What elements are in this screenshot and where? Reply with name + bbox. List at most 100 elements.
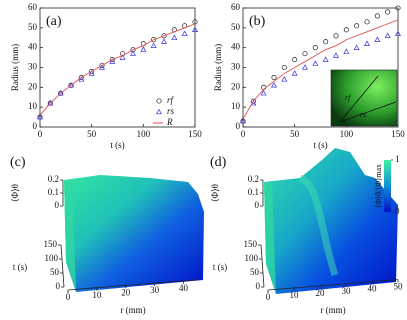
marker-circle: [89, 68, 95, 75]
legend-label: rs: [167, 106, 175, 116]
marker-circle: [323, 39, 329, 45]
marker-triangle: [271, 82, 277, 88]
x-tick-label: 100: [340, 129, 354, 139]
x-tick-label: 150: [391, 129, 405, 139]
marker-triangle: [192, 26, 198, 32]
x-tick-label: 100: [137, 129, 151, 139]
x-axis-label: t (s): [313, 140, 327, 150]
t-tick-label: 0: [56, 281, 61, 291]
marker-circle: [99, 62, 105, 69]
marker-circle: [292, 57, 298, 63]
r-tick-label: 20: [121, 287, 131, 297]
y-tick-label: 0: [33, 121, 38, 131]
y-tick-label: 50: [231, 22, 241, 32]
surface-edge: [264, 182, 276, 294]
marker-triangle: [37, 113, 43, 120]
marker-triangle: [119, 54, 126, 60]
surface: [64, 175, 204, 292]
colorbar: [384, 160, 391, 212]
surface: [264, 148, 398, 294]
marker-triangle: [364, 40, 370, 46]
marker-triangle: [140, 46, 147, 52]
marker-triangle: [384, 32, 391, 38]
y-tick-label: 40: [28, 42, 38, 52]
panel-label: (b): [249, 14, 266, 29]
t-tick-label: 0: [256, 281, 261, 291]
z-tick-label: 0.1: [248, 187, 259, 197]
inset: rf rs: [330, 69, 398, 127]
r-tick-label: 20: [316, 288, 326, 298]
y-axis-label: Radius (mm): [213, 44, 223, 91]
r-tick-label: 30: [342, 286, 352, 296]
r-tick-label: 50: [394, 282, 404, 292]
marker-circle: [354, 23, 360, 29]
legend-label: R: [166, 117, 173, 127]
surface-edge: [64, 180, 76, 292]
marker-triangle: [260, 90, 267, 96]
legend-marker: [156, 108, 162, 115]
marker-circle: [364, 19, 370, 25]
panel-label: (a): [46, 14, 62, 29]
t-tick-label: 100: [45, 253, 59, 263]
t-tick-label: 100: [245, 253, 259, 263]
marker-circle: [374, 13, 380, 19]
marker-circle: [130, 47, 136, 53]
y-tick-label: 60: [28, 2, 38, 12]
r-axis-label: r (mm): [320, 305, 345, 315]
panel-label: (d): [210, 155, 227, 170]
r-axis: [67, 279, 199, 291]
marker-triangle: [302, 64, 308, 70]
y-tick-label: 30: [28, 62, 38, 72]
x-tick-label: 50: [87, 129, 97, 139]
marker-triangle: [333, 52, 339, 58]
marker-triangle: [109, 58, 116, 64]
panel-label: (c): [10, 155, 26, 170]
z-tick-label: 0: [255, 200, 260, 210]
marker-triangle: [57, 90, 64, 96]
marker-circle: [385, 9, 391, 15]
z-axis-label: ⟨Φ⟩θ: [10, 184, 20, 202]
marker-circle: [312, 45, 318, 51]
marker-triangle: [240, 117, 246, 124]
x-tick-label: 150: [188, 129, 202, 139]
marker-circle: [151, 37, 157, 43]
marker-circle: [271, 74, 277, 80]
t-tick-label: 150: [44, 239, 58, 249]
marker-circle: [250, 98, 256, 104]
marker-circle: [343, 27, 349, 33]
r-tick-label: 0: [66, 292, 71, 302]
marker-circle: [281, 64, 287, 71]
y-tick-label: 10: [28, 101, 38, 111]
marker-triangle: [47, 99, 54, 106]
z-tick-label: 0.2: [248, 174, 259, 184]
x-tick-label: 50: [290, 129, 300, 139]
inset-line: [339, 75, 379, 123]
y-tick-label: 10: [231, 101, 241, 111]
y-tick-label: 60: [231, 2, 241, 12]
marker-triangle: [171, 34, 178, 40]
legend-marker: [156, 98, 162, 104]
r-tick-label: 10: [92, 290, 102, 300]
inset-label: rs: [360, 110, 366, 119]
t-axis: [260, 244, 265, 288]
r-tick-label: 40: [179, 283, 189, 293]
r-tick-label: 0: [266, 292, 271, 302]
r-tick-label: 40: [368, 284, 378, 294]
marker-triangle: [181, 30, 188, 36]
marker-triangle: [343, 48, 350, 54]
marker-circle: [161, 33, 167, 39]
y-tick-label: 0: [236, 121, 241, 131]
r-tick-label: 10: [290, 290, 300, 300]
colorbar-label: ⟨Φ⟩θ/⟨Φ⟩max: [374, 164, 383, 208]
marker-triangle: [281, 76, 288, 82]
y-tick-label: 20: [231, 81, 241, 91]
t-axis-label: t (s): [13, 262, 27, 272]
z-tick-label: 0: [55, 200, 60, 210]
colorbar-tick-label: 0: [395, 206, 400, 216]
z-tick-label: 0.1: [48, 187, 59, 197]
t-tick-label: 50: [50, 267, 60, 277]
line: [242, 19, 399, 120]
marker-triangle: [68, 82, 74, 88]
r-axis-label: r (mm): [120, 305, 145, 315]
